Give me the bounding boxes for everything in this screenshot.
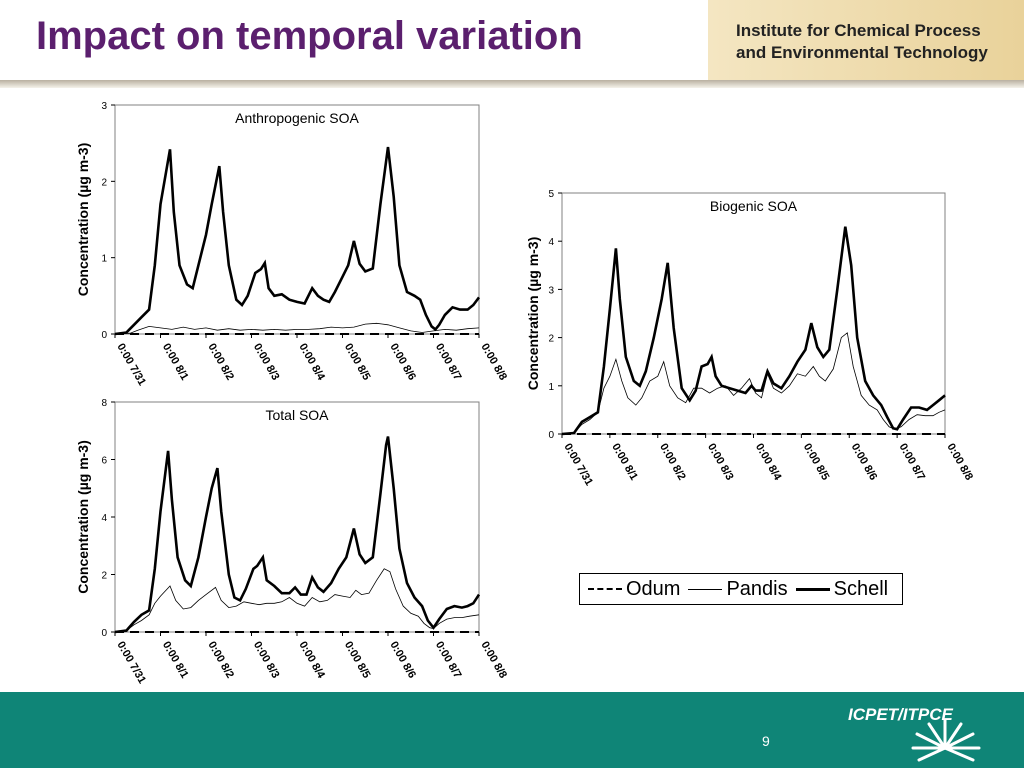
header-divider (0, 80, 1024, 88)
x-tick-label: 0:00 8/5 (801, 442, 832, 483)
chart-title: Biogenic SOA (710, 198, 798, 214)
y-tick-label: 0 (101, 330, 107, 341)
legend-item-pandis: Pandis (688, 577, 788, 601)
x-tick-label: 0:00 8/6 (849, 442, 880, 483)
plot-area (114, 401, 480, 633)
page-number: 9 (762, 733, 770, 749)
chart-title: Anthropogenic SOA (235, 110, 359, 126)
y-tick-label: 2 (101, 177, 107, 188)
x-tick-label: 0:00 8/4 (296, 342, 327, 384)
legend-swatch-odum (588, 588, 622, 590)
y-tick-label: 5 (548, 189, 554, 200)
chart-total-soa: 0 2 4 6 8 0:00 7/31 0:00 8/1 0:00 8/2 0:00 8/3 0:… (60, 395, 509, 695)
y-tick-label: 2 (548, 334, 554, 345)
x-tick-label: 0:00 7/31 (561, 442, 595, 488)
slide-title: Impact on temporal variation (36, 14, 583, 58)
x-tick-label: 0:00 8/1 (160, 342, 191, 383)
institute-line-2: and Environmental Technology (736, 43, 988, 62)
chart-total-soa-svg: 0 2 4 6 8 0:00 7/31 0:00 8/1 0:00 8/2 0:00 8/3 0:… (75, 398, 509, 686)
x-tick-label: 0:00 8/2 (205, 640, 236, 681)
legend-label-odum: Odum (626, 577, 681, 600)
x-tick-label: 0:00 8/7 (433, 342, 464, 383)
legend-item-odum: Odum (588, 578, 680, 601)
y-tick-label: 0 (548, 430, 554, 441)
legend-swatch-pandis (688, 588, 723, 590)
series-line-pandis (114, 322, 480, 335)
series-line-pandis (561, 332, 946, 435)
y-tick-label: 6 (101, 456, 107, 467)
y-tick-label: 4 (101, 513, 107, 524)
plot-area (561, 192, 946, 435)
x-tick-label: 0:00 8/8 (478, 342, 509, 383)
legend-label-pandis: Pandis (726, 577, 788, 600)
x-tick-label: 0:00 8/3 (251, 342, 282, 383)
x-tick-label: 0:00 8/8 (944, 442, 975, 483)
x-tick-label: 0:00 7/31 (114, 342, 148, 388)
plot-area (114, 104, 480, 335)
x-tick-label: 0:00 8/5 (342, 640, 373, 681)
x-tick-label: 0:00 8/7 (433, 640, 464, 681)
x-tick-label: 0:00 8/1 (609, 442, 640, 483)
chart-biogenic-soa: 0 1 2 3 4 5 0:00 7/31 0:00 8/1 0:00 8/2 0:00 8/3 0… (510, 185, 975, 505)
y-tick-label: 1 (101, 254, 107, 265)
y-axis-label: Concentration (µg m-3) (75, 440, 91, 594)
institute-name: Institute for Chemical Process and Envir… (736, 20, 988, 64)
x-tick-label: 0:00 8/8 (478, 640, 509, 681)
y-tick-label: 3 (548, 285, 554, 296)
y-tick-label: 2 (101, 571, 107, 582)
x-tick-label: 0:00 8/4 (296, 640, 327, 682)
x-tick-label: 0:00 8/2 (657, 442, 688, 483)
x-tick-label: 0:00 8/5 (342, 342, 373, 383)
slide-footer (0, 692, 1024, 768)
legend-label-schell: Schell (833, 577, 889, 600)
x-tick-label: 0:00 8/2 (205, 342, 236, 383)
x-tick-label: 0:00 7/31 (114, 640, 148, 686)
series-line-schell (114, 146, 481, 336)
series-line-schell (114, 436, 481, 634)
legend-item-schell: Schell (795, 577, 889, 601)
series-line-pandis (114, 568, 480, 633)
y-tick-label: 1 (548, 382, 554, 393)
x-tick-label: 0:00 8/1 (160, 640, 191, 681)
icpet-logo: ICPET/ITPCE (848, 705, 953, 724)
y-axis-label: Concentration (µg m-3) (75, 143, 91, 297)
chart-title: Total SOA (265, 407, 329, 423)
y-tick-label: 4 (548, 237, 554, 248)
y-tick-label: 8 (101, 398, 107, 409)
chart-legend: Odum Pandis Schell (579, 573, 903, 605)
x-tick-label: 0:00 8/3 (251, 640, 282, 681)
institute-line-1: Institute for Chemical Process (736, 21, 981, 40)
x-tick-label: 0:00 8/3 (705, 442, 736, 483)
y-tick-label: 3 (101, 101, 107, 112)
chart-biogenic-soa-svg: 0 1 2 3 4 5 0:00 7/31 0:00 8/1 0:00 8/2 0:00 8/3 0… (525, 189, 975, 488)
series-line-schell (561, 226, 946, 436)
x-tick-label: 0:00 8/4 (753, 442, 784, 484)
chart-anthropogenic-soa-svg: 0 1 2 3 0:00 7/31 0:00 8/1 0:00 8/2 0:00 8/3 0:0… (75, 101, 509, 388)
y-axis-label: Concentration (µg m-3) (525, 237, 541, 391)
x-tick-label: 0:00 8/6 (387, 342, 418, 383)
x-tick-label: 0:00 8/7 (897, 442, 928, 483)
chart-anthropogenic-soa: 0 1 2 3 0:00 7/31 0:00 8/1 0:00 8/2 0:00 8/3 0:0… (60, 95, 509, 405)
institute-banner (708, 0, 1024, 80)
x-tick-label: 0:00 8/6 (387, 640, 418, 681)
y-tick-label: 0 (101, 628, 107, 639)
legend-swatch-schell (795, 587, 830, 591)
logo-burst-icon (911, 718, 981, 762)
